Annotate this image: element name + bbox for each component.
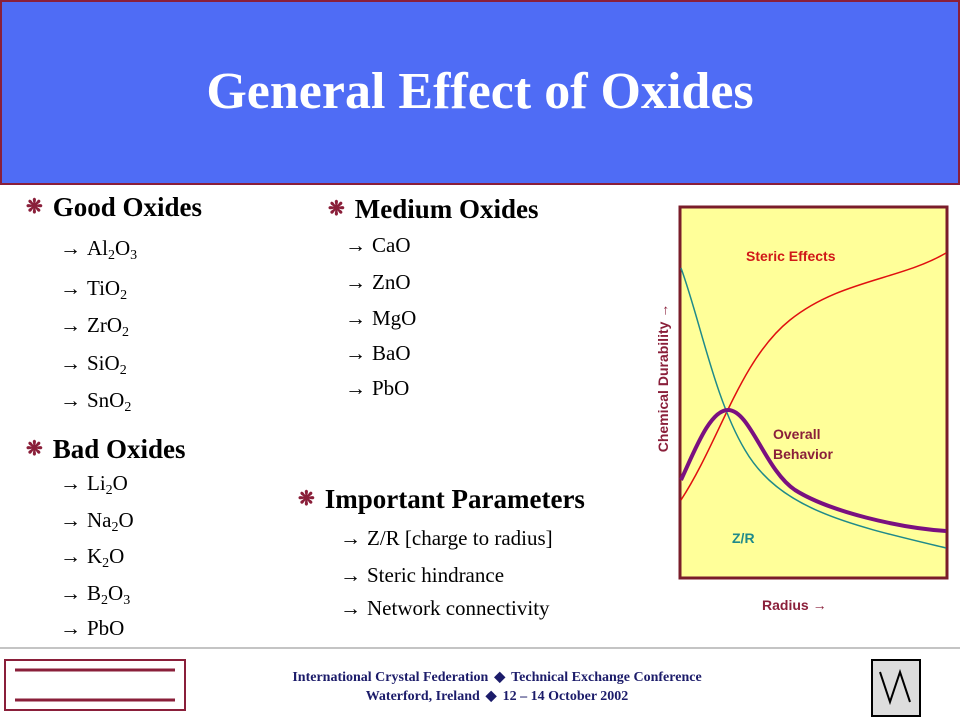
- item: PbO: [345, 376, 409, 401]
- subscript: 3: [123, 593, 131, 608]
- title-bar: [0, 0, 960, 185]
- item: SiO2: [60, 351, 127, 378]
- heading: Important Parameters: [298, 484, 585, 515]
- axis-label-y: Chemical Durability →: [655, 293, 671, 463]
- steric-curve: [680, 252, 947, 501]
- footer-text: Waterford, Ireland: [365, 689, 480, 704]
- diagram-box: [678, 205, 949, 580]
- title: General Effect of Oxides: [206, 63, 754, 120]
- item: CaO: [345, 233, 411, 258]
- item: Z/R [charge to radius]: [340, 526, 553, 551]
- item: BaO: [345, 341, 411, 366]
- footer-line: Waterford, Ireland ◆ 12 – 14 October 2002: [0, 688, 960, 705]
- item: K2O: [60, 544, 124, 571]
- item: ZrO2: [60, 313, 129, 340]
- heading: Bad Oxides: [26, 434, 186, 465]
- item: SnO2: [60, 388, 132, 415]
- heading: Good Oxides: [26, 192, 202, 223]
- item: Network connectivity: [340, 596, 550, 621]
- curve-label: Steric Effects: [746, 248, 836, 264]
- item: Li2O: [60, 471, 128, 498]
- logo-left: [4, 659, 186, 711]
- zr-curve: [680, 267, 947, 549]
- subscript: 2: [122, 325, 129, 340]
- axis-label-text: Chemical Durability: [655, 321, 671, 453]
- axis-label-text: Radius: [762, 597, 809, 613]
- item: PbO: [60, 616, 124, 641]
- logo-right-mark: [879, 668, 911, 706]
- subscript: 2: [108, 248, 115, 263]
- subscript: 2: [119, 363, 127, 378]
- subscript: 3: [130, 248, 138, 263]
- item: MgO: [345, 306, 416, 331]
- overall-curve: [679, 407, 947, 533]
- separator: ◆: [494, 670, 506, 685]
- curve-label: Z/R: [732, 530, 755, 546]
- arrow: →: [812, 597, 827, 613]
- axis-label-x: Radius →: [762, 597, 827, 613]
- heading: Medium Oxides: [328, 194, 539, 225]
- footer-line: International Crystal Federation ◆ Technic…: [0, 669, 960, 686]
- curve-label: Overall Behavior: [773, 426, 833, 462]
- item: Steric hindrance: [340, 563, 504, 588]
- item: Na2O: [60, 508, 134, 535]
- arrow: →: [655, 303, 671, 318]
- subscript: 2: [111, 520, 119, 535]
- item: ZnO: [345, 270, 411, 295]
- item: B2O3: [60, 581, 131, 608]
- item: TiO2: [60, 276, 128, 303]
- footer-text: International Crystal Federation: [292, 670, 489, 685]
- footer-text: Technical Exchange Conference: [511, 670, 702, 685]
- subscript: 2: [124, 400, 132, 415]
- item: Al2O3: [60, 236, 138, 263]
- subscript: 2: [105, 483, 113, 498]
- separator: ◆: [485, 689, 497, 704]
- subscript: 2: [101, 593, 109, 608]
- subscript: 2: [120, 288, 128, 303]
- footer-text: 12 – 14 October 2002: [502, 689, 629, 704]
- logo-right: [871, 659, 921, 717]
- subscript: 2: [102, 556, 110, 571]
- logo-left-mark: [15, 668, 175, 702]
